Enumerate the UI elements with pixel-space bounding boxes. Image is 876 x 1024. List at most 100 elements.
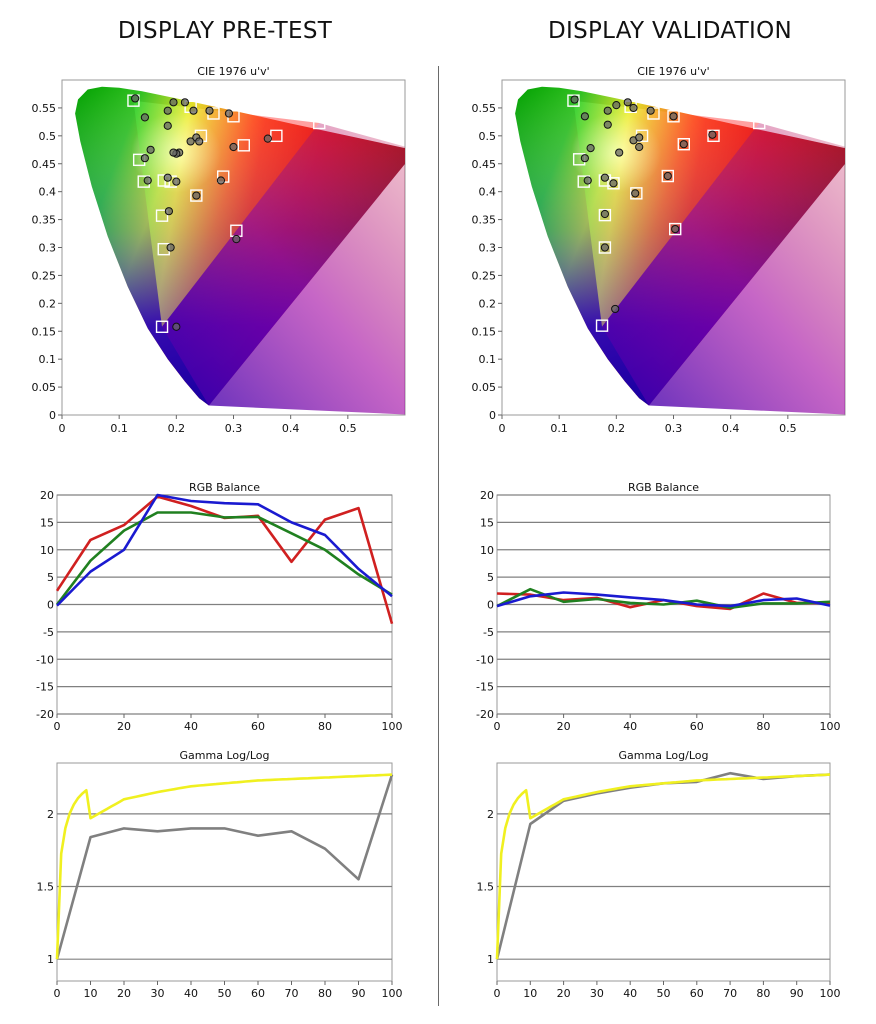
measured-point (609, 179, 618, 188)
y-tick-label: -15 (36, 681, 54, 694)
x-tick-label: 100 (382, 720, 403, 733)
y-tick-label: 1.5 (477, 881, 495, 894)
rgb-series-line-1 (55, 511, 393, 606)
y-tick-label: 0.1 (479, 353, 497, 366)
x-tick-label: 0.4 (722, 422, 740, 435)
target-gamma-line (495, 773, 831, 960)
target-gamma-line (55, 773, 393, 960)
y-tick-label: 0.2 (479, 297, 497, 310)
x-tick-label: 0 (494, 720, 501, 733)
y-tick-label: 0.35 (472, 214, 497, 227)
x-tick-label: 0 (499, 422, 506, 435)
target-square (313, 116, 326, 130)
y-tick-label: 0.5 (39, 130, 57, 143)
x-tick-label: 50 (218, 987, 232, 1000)
x-tick-label: 80 (318, 987, 332, 1000)
measured-point (646, 106, 655, 115)
measured-point (163, 121, 172, 130)
display-gamut-triangle (133, 100, 320, 327)
x-tick-label: 30 (151, 987, 165, 1000)
measured-point (166, 243, 175, 252)
measured-point (600, 173, 610, 182)
y-tick-label: 0.3 (479, 242, 497, 255)
y-tick-label: 15 (40, 516, 54, 529)
validation-title: DISPLAY VALIDATION (547, 18, 792, 44)
measured-point (586, 144, 595, 153)
plot-frame (496, 762, 831, 982)
y-tick-label: 0.45 (32, 158, 57, 171)
y-tick-label: -15 (476, 681, 494, 694)
column-divider (438, 66, 439, 1006)
measured-point (163, 173, 172, 182)
measured-point (671, 224, 680, 234)
x-tick-label: 0 (54, 987, 61, 1000)
y-tick-label: 10 (480, 544, 494, 557)
x-tick-label: 60 (690, 987, 704, 1000)
y-tick-label: 1 (487, 953, 494, 966)
cie-chart-1: 0 0.05 0.1 0.15 0.2 0.25 0.3 0.35 0.4 0.45 0.5 0.55… (472, 65, 846, 435)
measured-point (600, 243, 610, 252)
measured-point (629, 103, 638, 113)
measured-point (169, 148, 178, 157)
y-tick-label: 10 (40, 544, 54, 557)
measured-point (172, 322, 181, 331)
rgb-series-line-2 (496, 591, 831, 608)
rgb-balance-chart-3: -20 -15 -10 -5 0 5 10 15 20 0 20 40 60 80 100 RGB Balan… (476, 481, 840, 733)
measured-point (615, 148, 624, 157)
x-tick-label: 40 (184, 987, 198, 1000)
target-square (669, 222, 682, 236)
rgb-series-line-2 (56, 493, 393, 607)
target-square (598, 241, 612, 254)
x-tick-label: 0.2 (168, 422, 186, 435)
measured-point (583, 176, 592, 185)
measured-point (263, 134, 272, 143)
y-tick-label: 0 (489, 409, 496, 422)
measured-point (140, 154, 149, 163)
purple-region (602, 123, 845, 415)
measured-point (192, 191, 201, 200)
x-tick-label: 0.3 (225, 422, 243, 435)
target-square (607, 177, 620, 190)
x-tick-label: 100 (382, 987, 403, 1000)
x-tick-label: 0.5 (779, 422, 797, 435)
y-tick-label: 1.5 (37, 881, 55, 894)
y-tick-label: 2 (487, 808, 494, 821)
x-tick-label: 40 (184, 720, 198, 733)
x-tick-label: 40 (623, 720, 637, 733)
x-tick-label: 90 (352, 987, 366, 1000)
measured-point (229, 142, 238, 152)
measured-point (611, 304, 620, 314)
measured-point (140, 113, 149, 122)
measured-point (163, 106, 172, 115)
measured-point (570, 95, 579, 104)
target-square (155, 320, 169, 333)
x-tick-label: 80 (318, 720, 332, 733)
target-square (270, 129, 283, 143)
x-tick-label: 0.1 (550, 422, 568, 435)
y-tick-label: 20 (40, 489, 54, 502)
measured-point (224, 109, 234, 118)
measured-point (169, 98, 178, 107)
measured-point (635, 133, 644, 142)
y-tick-label: 5 (487, 571, 494, 584)
measured-point (600, 209, 610, 219)
x-tick-label: 60 (690, 720, 704, 733)
y-tick-label: -10 (476, 653, 494, 666)
purple-region (162, 123, 405, 415)
measured-point (195, 137, 204, 146)
measured-point (232, 235, 241, 244)
measured-point (623, 98, 632, 107)
y-tick-label: 0.55 (32, 102, 57, 115)
rgb-series-line-1 (496, 587, 831, 610)
y-tick-label: 0.1 (39, 353, 57, 366)
x-tick-label: 0.2 (608, 422, 626, 435)
chart-title: Gamma Log/Log (180, 749, 270, 762)
chart-title: RGB Balance (189, 481, 260, 494)
x-tick-label: 0.5 (339, 422, 357, 435)
y-tick-label: -20 (476, 708, 494, 721)
y-tick-label: 5 (47, 571, 54, 584)
target-square (667, 110, 680, 123)
measured-point (679, 140, 688, 149)
measured-point (603, 106, 612, 115)
